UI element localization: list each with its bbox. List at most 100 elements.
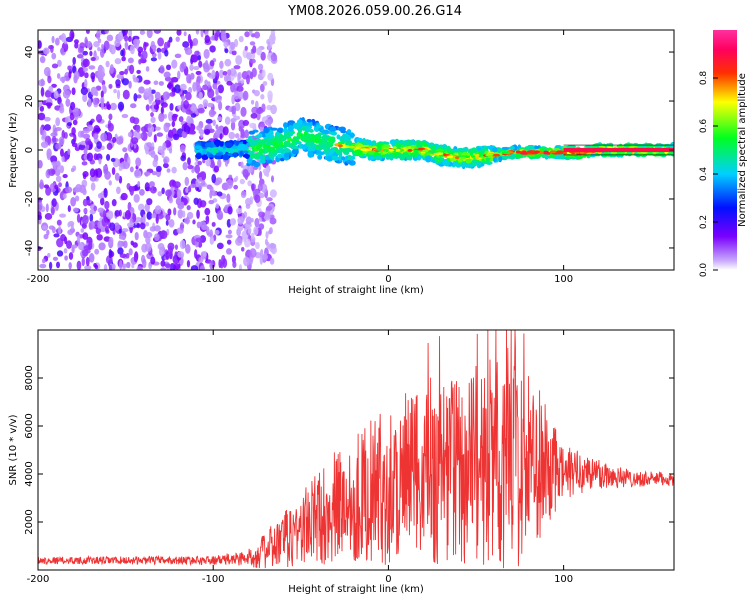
spectrogram-cell [134,231,139,241]
spectrogram-cell [51,35,55,44]
spectrogram-cell [58,182,63,188]
spectrogram-cell [226,179,234,189]
spectrogram-cell [58,136,65,146]
spectrogram-cell [57,96,62,105]
spectrogram-cell [142,214,146,224]
spectrogram-cell [509,145,515,150]
spectrogram-cell [87,98,92,108]
spectrogram-cell [48,85,54,93]
spectrogram-cell [154,205,162,215]
spectrogram-cell [395,142,402,149]
spectrogram-cell [171,120,176,128]
spectrogram-cell [327,136,333,143]
spectrogram-cell [93,262,97,268]
spectrogram-cell [507,154,512,159]
spectrogram-cell [140,54,144,61]
spectrogram-cell [84,265,92,270]
spectrogram-ridge-cell [458,156,467,160]
spectrogram-cell [54,184,59,190]
spectrogram-cell [103,187,108,198]
spectrogram-cell [218,101,223,111]
spectrogram-cell [180,100,185,110]
spectrogram-cell [161,187,165,195]
spectrogram-cell [120,49,124,57]
spectrogram-cell [106,101,110,110]
spectrogram-cell [269,189,277,198]
spectrogram-cell [402,152,409,157]
spectrogram-cell [253,89,260,97]
spectrogram-cell [180,95,186,101]
spectrogram-cell [269,227,273,235]
spectrogram-cell [427,143,432,149]
spectrogram-cell [203,49,210,59]
spectrogram-cell [96,141,102,150]
spectrogram-ridge-cell [421,149,429,153]
spectrogram-cell [82,133,91,140]
spectrogram-cell [139,222,146,230]
spectrogram-cell [235,237,243,246]
spectrogram-cell [138,189,145,196]
spectrogram-cell [301,125,307,131]
spectrogram-cell [198,91,203,100]
spectrogram-cell [274,134,279,140]
spectrogram-cell [56,59,62,67]
spectrogram-cell [51,52,57,60]
spectrogram-cell [249,140,257,147]
spectrogram-cell [236,85,244,93]
spectrogram-cell [67,229,74,236]
spectrogram-cell [45,203,49,213]
spectrogram-cell [321,129,330,134]
spectrogram-cell [218,258,222,269]
spectrogram-cell [116,89,121,100]
spectrogram-ridge-cell [487,154,493,158]
spectrogram-cell [258,228,262,236]
spectrogram-cell [94,248,100,255]
spectrogram-cell [160,267,167,270]
spectrogram-cell [310,145,315,151]
spectrogram-cell [138,86,145,94]
spectrogram-cell [240,106,247,117]
spectrogram-cell [189,39,193,50]
spectrogram-cell [212,82,218,90]
spectrogram-cell [163,156,170,164]
spectrogram-cell [266,241,270,250]
spectrogram-cell [283,122,288,129]
spectrogram-cell [185,187,189,193]
spectrogram-cell [485,156,490,163]
spectrogram-cell [86,196,90,201]
spectrogram-ridge-cell [519,151,528,155]
spectrogram-cell [188,75,192,84]
spectrogram-ridge-cell [555,151,564,155]
spectrogram-cell [168,147,173,154]
spectrogram-cell [226,239,232,245]
spectrogram-cell [215,152,222,156]
spectrogram-cell [232,261,237,268]
spectrogram-cell [217,116,223,122]
spectrogram-ylabel: Frequency (Hz) [8,112,19,188]
spectrogram-cell [94,90,99,97]
spectrogram-ridge-cell [448,155,454,159]
spectrogram-cell [416,141,423,149]
spectrogram-cell [73,133,77,143]
spectrogram-cell [201,154,209,161]
spectrogram-cell [135,157,142,167]
spectrogram-cell [457,148,466,153]
spectrogram-cell [114,39,121,48]
spectrogram-cell [230,41,236,51]
spectrogram-cell [103,215,107,223]
spectrogram-cell [55,175,62,183]
spectrogram-cell [168,197,174,204]
spectrogram-cell [73,71,80,80]
spectrogram-cell [226,193,231,204]
spectrogram-cell [214,32,219,42]
spectrogram-cell [47,252,51,258]
spectrogram-ridge-cell [413,149,418,153]
spectrogram-cell [146,30,153,39]
snr-axes: -200 -100 0 100 2000 4000 6000 8000 [24,330,674,585]
spectrogram-cell [199,200,207,208]
spectrogram-cell [251,183,255,192]
spectrogram-cell [255,242,260,250]
colorbar-axes: 0.0 0.2 0.4 0.6 0.8 [699,71,718,277]
spectrogram-cell [256,145,260,150]
spectrogram-cell [253,226,259,236]
